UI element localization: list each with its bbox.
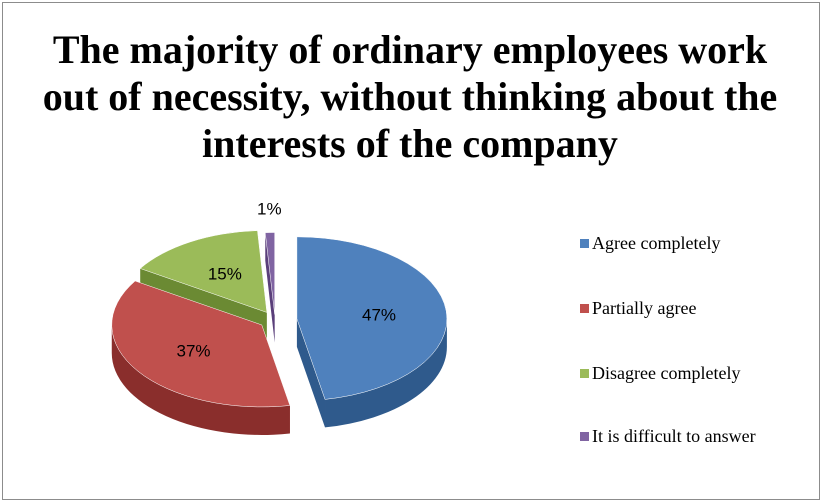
slice-difficult-to-answer — [264, 232, 275, 315]
data-label-disagree-completely: 15% — [208, 265, 242, 284]
data-label-partially-agree: 37% — [177, 341, 211, 360]
data-label-difficult-to-answer: 1% — [257, 200, 282, 219]
legend-label: Disagree completely — [592, 362, 741, 383]
slice-agree-completely — [296, 236, 448, 400]
legend-label: Partially agree — [592, 297, 697, 318]
legend-item-disagree-completely: Disagree completely — [580, 362, 740, 384]
data-label-agree-completely: 47% — [362, 306, 396, 325]
legend-label: Agree completely — [592, 232, 721, 253]
legend-swatch-agree-completely — [580, 238, 589, 248]
slice-side-agree-completely — [325, 318, 447, 428]
chart-title: The majority of ordinary employees work … — [42, 27, 778, 166]
legend-swatch-difficult-to-answer — [580, 431, 589, 441]
slice-disagree-completely — [139, 230, 268, 313]
pie-labels-layer: 47% 37% 15% 1% — [177, 200, 397, 361]
slice-side-partially-agree — [111, 324, 290, 435]
slice-wall-difficult-to-answer — [265, 232, 275, 343]
slice-wall-disagree-completely — [140, 230, 267, 341]
pie-top-layer — [111, 230, 448, 408]
slice-partially-agree — [111, 280, 291, 408]
legend-item-agree-completely: Agree completely — [580, 232, 720, 254]
legend-swatch-disagree-completely — [580, 368, 589, 378]
legend-item-partially-agree: Partially agree — [580, 297, 696, 319]
legend-label: It is difficult to answer — [592, 425, 756, 446]
legend-item-difficult-to-answer: It is difficult to answer — [580, 425, 756, 447]
legend-swatch-partially-agree — [580, 303, 589, 313]
